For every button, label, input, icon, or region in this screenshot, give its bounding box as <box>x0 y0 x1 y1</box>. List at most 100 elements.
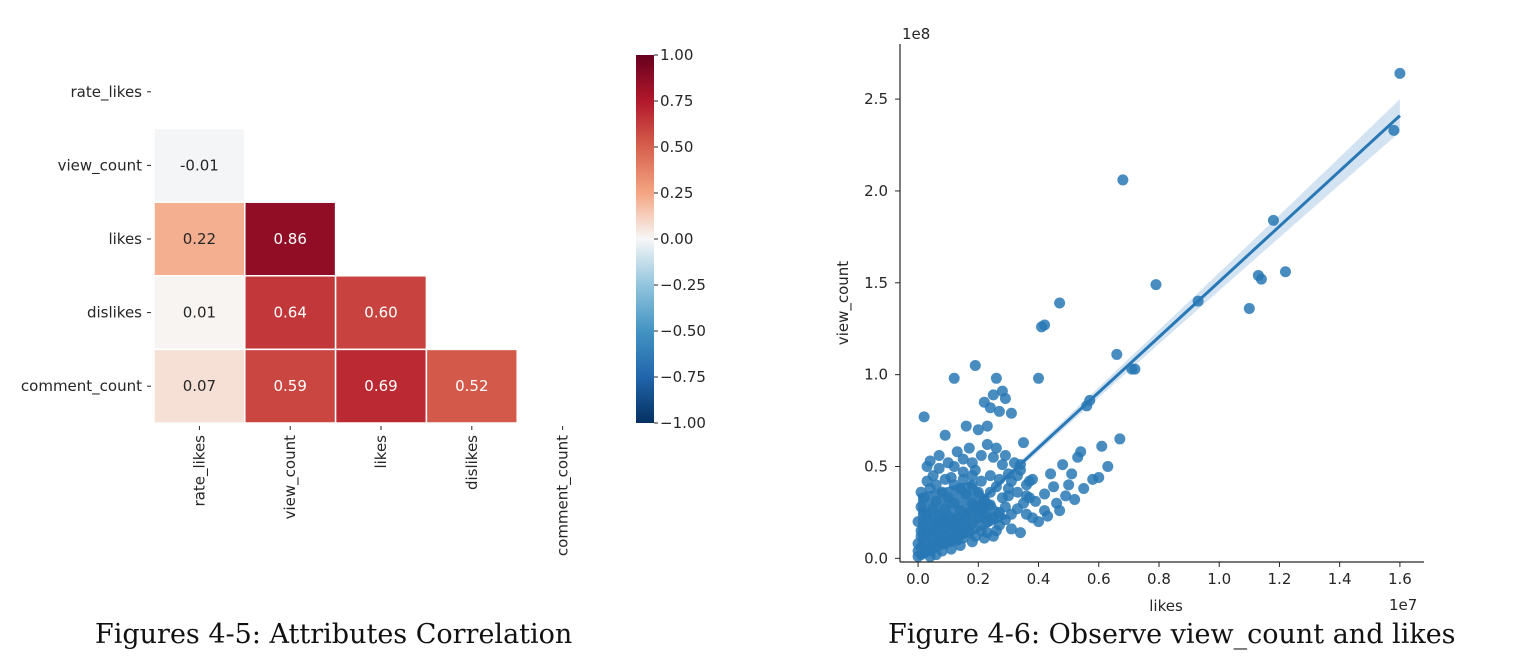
scatter-point <box>990 442 1002 454</box>
heatmap-cell-label: 0.22 <box>183 230 216 248</box>
scatter-point <box>1051 497 1063 509</box>
scatter-point <box>1111 348 1123 360</box>
scatter-point <box>993 405 1005 417</box>
scatter-point <box>1117 174 1129 186</box>
heatmap-cell <box>153 201 246 277</box>
x-axis-label: likes <box>1149 597 1183 615</box>
scatter-point <box>948 372 960 384</box>
scatter-point <box>1063 479 1075 491</box>
y-axis-multiplier: 1e8 <box>902 25 930 43</box>
scatter-point <box>1072 451 1084 463</box>
scatter-point <box>987 389 999 401</box>
scatter-point <box>987 530 999 542</box>
scatter-point <box>933 462 945 474</box>
heatmap-cell <box>153 275 246 351</box>
heatmap-row-label: comment_count <box>21 377 142 396</box>
heatmap-cell-label: -0.01 <box>180 156 219 174</box>
scatter-point <box>1093 472 1105 484</box>
scatter-point <box>951 446 963 458</box>
heatmap-cell-label: 0.69 <box>364 377 397 395</box>
heatmap-col-label: comment_count <box>554 435 573 556</box>
x-tick-label: 0.0 <box>906 570 930 588</box>
scatter-point <box>1267 214 1279 226</box>
scatter-point <box>984 402 996 414</box>
scatter-point <box>1279 266 1291 278</box>
colorbar-tick-label: 1.00 <box>660 46 693 64</box>
y-tick-label: 2.0 <box>864 182 888 200</box>
scatter-point <box>987 451 999 463</box>
scatter-point <box>1036 321 1048 333</box>
scatter-point <box>1394 67 1406 79</box>
scatter-point <box>1045 468 1057 480</box>
scatter-point <box>1042 510 1054 522</box>
scatter-point <box>957 473 969 485</box>
scatter-plot: 0.0 0.2 0.4 0.6 0.8 1.0 1.2 1.4 1.6 0.0 0.5 1.0 1.5 2… <box>834 25 1424 615</box>
scatter-point <box>1023 475 1035 487</box>
heatmap-col-label: likes <box>372 435 390 469</box>
heatmap-cell-label: 0.86 <box>273 230 306 248</box>
scatter-point <box>960 420 972 432</box>
scatter-point <box>939 429 951 441</box>
scatter-point <box>1017 437 1029 449</box>
heatmap-row-label: view_count <box>58 156 142 175</box>
heatmap-cell <box>334 275 428 351</box>
heatmap-col-label: view_count <box>281 435 300 519</box>
caption-right: Figure 4-6: Observe view_count and likes <box>888 619 1456 650</box>
x-tick-label: 0.2 <box>966 570 990 588</box>
scatter-point <box>933 449 945 461</box>
scatter-point <box>1005 523 1017 535</box>
scatter-point <box>1057 459 1069 471</box>
colorbar-tick-label: 0.25 <box>660 184 693 202</box>
scatter-point <box>939 473 951 485</box>
scatter-point <box>1002 483 1014 495</box>
heatmap-col-label: dislikes <box>463 435 481 490</box>
heatmap-cell <box>153 348 246 424</box>
colorbar-tick-label: −0.75 <box>660 368 706 386</box>
y-tick-label: 2.5 <box>864 90 888 108</box>
y-axis-label: view_count <box>834 261 853 345</box>
heatmap-cell-label: 0.52 <box>455 377 488 395</box>
colorbar-tick-label: 0.00 <box>660 230 693 248</box>
x-tick-label: 1.6 <box>1388 570 1412 588</box>
x-axis-multiplier: 1e7 <box>1389 596 1417 614</box>
heatmap-cell-label: 0.01 <box>183 304 216 322</box>
scatter-point <box>924 455 936 467</box>
heatmap-row-label: dislikes <box>87 304 142 322</box>
scatter-point <box>930 479 942 491</box>
scatter-point <box>1014 527 1026 539</box>
scatter-point <box>1020 490 1032 502</box>
scatter-point <box>942 457 954 469</box>
scatter-point <box>966 470 978 482</box>
scatter-point <box>1039 488 1051 500</box>
y-tick-label: 0.0 <box>864 549 888 567</box>
scatter-point <box>966 457 978 469</box>
scatter-point <box>1096 440 1108 452</box>
heatmap-cell-label: 0.59 <box>273 377 306 395</box>
heatmap-cell <box>244 348 337 424</box>
scatter-point <box>996 459 1008 471</box>
x-tick-label: 1.2 <box>1268 570 1292 588</box>
scatter-point <box>999 449 1011 461</box>
scatter-point <box>1078 483 1090 495</box>
colorbar-tick-label: −0.50 <box>660 322 706 340</box>
colorbar: 1.00 0.75 0.50 0.25 0.00 −0.25 −0.50 −0.75 −1.00 <box>636 46 706 432</box>
scatter-point <box>981 420 993 432</box>
heatmap-cell <box>244 275 337 351</box>
correlation-heatmap: rate_likesview_countlikesdislikescomment… <box>21 83 573 556</box>
scatter-point <box>1060 490 1072 502</box>
scatter-point <box>1011 486 1023 498</box>
scatter-point <box>990 372 1002 384</box>
heatmap-cell <box>334 348 428 424</box>
x-tick-label: 0.4 <box>1027 570 1051 588</box>
scatter-point <box>1066 468 1078 480</box>
scatter-point <box>957 453 969 465</box>
x-tick-label: 0.6 <box>1087 570 1111 588</box>
caption-left: Figures 4-5: Attributes Correlation <box>95 619 572 650</box>
scatter-point <box>975 475 987 487</box>
heatmap-cell <box>153 127 246 203</box>
x-tick-label: 0.8 <box>1147 570 1171 588</box>
scatter-point <box>1048 481 1060 493</box>
x-tick-label: 1.4 <box>1328 570 1352 588</box>
scatter-point <box>1388 124 1400 136</box>
